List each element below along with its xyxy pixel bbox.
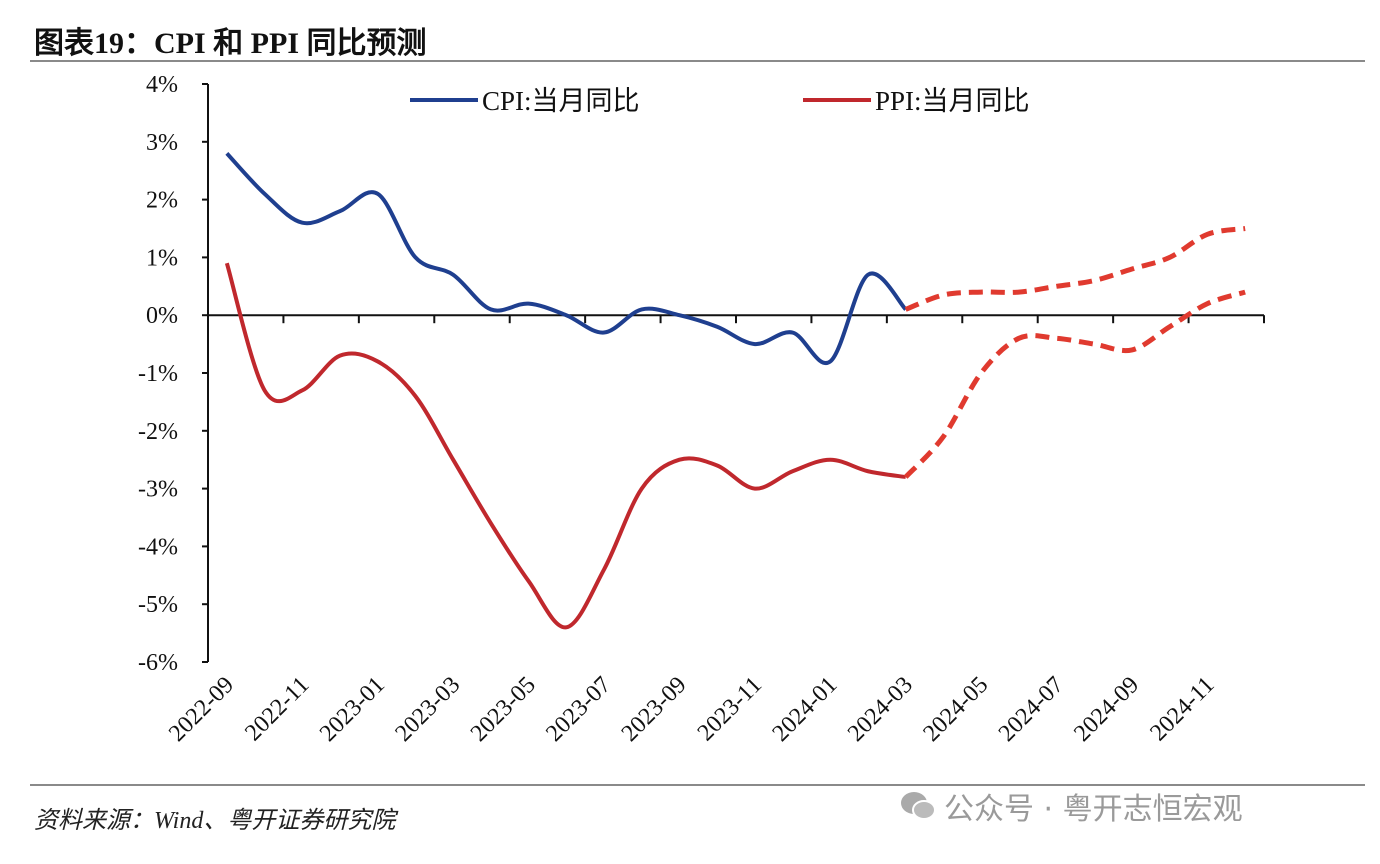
legend-label: CPI:当月同比 — [482, 86, 640, 116]
x-tick-label: 2024-09 — [1069, 672, 1144, 747]
footer-divider — [30, 784, 1365, 786]
x-tick-label: 2023-01 — [315, 672, 390, 747]
y-tick-label: 3% — [146, 130, 178, 156]
y-tick-label: -2% — [138, 419, 178, 445]
series-line-ppi — [224, 262, 907, 630]
series-lines — [224, 151, 1246, 630]
x-axis: 2022-09 2022-11 2023-01 2023-03 2023-05 2023-… — [164, 314, 1265, 747]
x-tick-label: 2023-09 — [617, 672, 692, 747]
x-tick-label: 2023-05 — [466, 672, 541, 747]
x-tick-label: 2023-03 — [390, 672, 465, 747]
y-tick-label: 1% — [146, 245, 178, 271]
source-note: 资料来源：Wind、粤开证券研究院 — [34, 808, 396, 834]
watermark-text: 公众号 · 粤开志恒宏观 — [944, 792, 1243, 827]
y-tick-label: 0% — [146, 303, 178, 329]
legend: CPI:当月同比 PPI:当月同比 — [410, 86, 1030, 116]
forecast-line-ppi — [903, 289, 1246, 479]
x-tick-label: 2024-01 — [768, 672, 843, 747]
title-divider — [30, 60, 1365, 62]
x-tick-label: 2024-05 — [918, 672, 993, 747]
y-tick-label: -4% — [138, 534, 178, 560]
y-axis: 4% 3% 2% 1% 0% -1% -2% -3% -4% -5% -6% — [138, 72, 209, 676]
x-tick-label: 2024-03 — [843, 672, 918, 747]
x-tick-label: 2022-11 — [240, 672, 314, 746]
series-line-cpi — [225, 151, 908, 366]
forecast-line-cpi — [904, 226, 1246, 312]
y-tick-label: -5% — [138, 592, 178, 618]
x-tick-label: 2023-07 — [541, 672, 616, 747]
watermark: 公众号 · 粤开志恒宏观 — [900, 784, 1243, 828]
y-tick-label: -6% — [138, 650, 178, 676]
y-tick-label: -3% — [138, 477, 178, 503]
legend-label: PPI:当月同比 — [875, 86, 1030, 116]
x-tick-label: 2022-09 — [164, 672, 239, 747]
x-tick-label: 2024-07 — [994, 672, 1069, 747]
y-tick-label: 2% — [146, 188, 178, 214]
y-tick-label: 4% — [146, 72, 178, 98]
chart-title: 图表19：CPI 和 PPI 同比预测 — [34, 27, 427, 60]
y-tick-label: -1% — [138, 361, 178, 387]
wechat-icon — [900, 791, 936, 821]
x-tick-label: 2023-11 — [693, 672, 767, 746]
x-tick-label: 2024-11 — [1145, 672, 1219, 746]
